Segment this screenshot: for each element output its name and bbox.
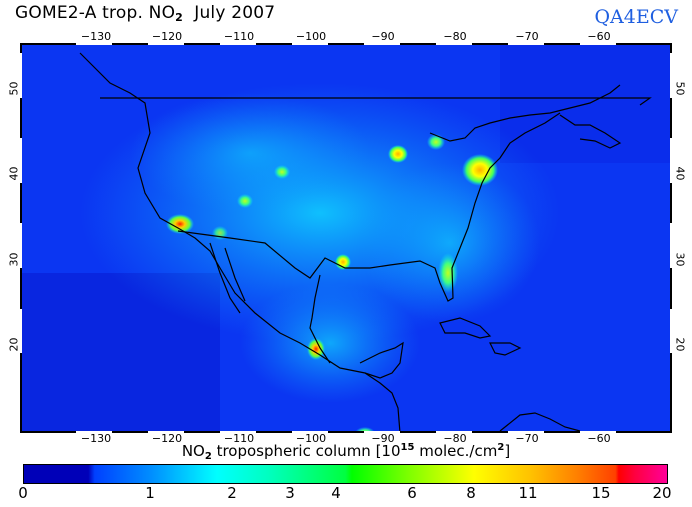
colorbar-label-part: molec./cm	[414, 442, 498, 460]
colorbar-label-part: NO	[181, 442, 205, 460]
lat-tick-left: 30	[7, 252, 21, 267]
colorbar-tick: 11	[518, 484, 538, 502]
lon-tick-bottom: −60	[587, 432, 611, 445]
colorbar-tick: 0	[18, 484, 28, 502]
lon-tick-bottom: −100	[295, 432, 327, 445]
lat-tick-right: 50	[673, 81, 687, 96]
lon-tick-bottom: −120	[151, 432, 183, 445]
colorbar-tick: 6	[407, 484, 417, 502]
colorbar-tick: 2	[227, 484, 237, 502]
colorbar-label-part: tropospheric column [10	[211, 442, 401, 460]
colorbar-tick: 3	[285, 484, 295, 502]
lat-tick-right: 30	[673, 252, 687, 267]
title-subscript: 2	[175, 11, 184, 24]
lon-tick-top: −90	[371, 30, 395, 43]
lon-tick-bottom: −80	[443, 432, 467, 445]
lon-tick-top: −70	[515, 30, 539, 43]
brand-label: QA4ECV	[594, 6, 678, 28]
lon-tick-top: −60	[587, 30, 611, 43]
lon-tick-bottom: −130	[80, 432, 112, 445]
title-date: July 2007	[194, 3, 276, 23]
colorbar-label-sup: 2	[497, 442, 505, 453]
lat-tick-left: 50	[7, 81, 21, 96]
colorbar-label-part: ]	[504, 442, 511, 460]
colorbar-tick: 1	[145, 484, 155, 502]
colorbar-tick: 8	[466, 484, 476, 502]
lat-tick-left: 20	[7, 337, 21, 352]
lat-tick-left: 40	[7, 166, 21, 181]
title-text: GOME2-A trop. NO	[15, 3, 176, 23]
colorbar	[23, 464, 668, 484]
lat-tick-right: 20	[673, 337, 687, 352]
lat-tick-right: 40	[673, 166, 687, 181]
colorbar-tick: 20	[652, 484, 672, 502]
colorbar-label-sub: 2	[204, 451, 212, 462]
lon-tick-bottom: −110	[223, 432, 255, 445]
lon-tick-top: −100	[295, 30, 327, 43]
lon-tick-top: −120	[151, 30, 183, 43]
lon-tick-top: −80	[443, 30, 467, 43]
colorbar-tick: 15	[591, 484, 611, 502]
colorbar-label-sup: 15	[400, 442, 415, 453]
no2-map	[20, 43, 672, 433]
lon-tick-bottom: −90	[371, 432, 395, 445]
lon-tick-top: −110	[223, 30, 255, 43]
colorbar-tick: 4	[331, 484, 341, 502]
lon-tick-bottom: −70	[515, 432, 539, 445]
plot-title: GOME2-A trop. NO2 July 2007	[15, 3, 275, 24]
colorbar-label: NO2 tropospheric column [1015 molec./cm2…	[0, 442, 692, 462]
lon-tick-top: −130	[80, 30, 112, 43]
